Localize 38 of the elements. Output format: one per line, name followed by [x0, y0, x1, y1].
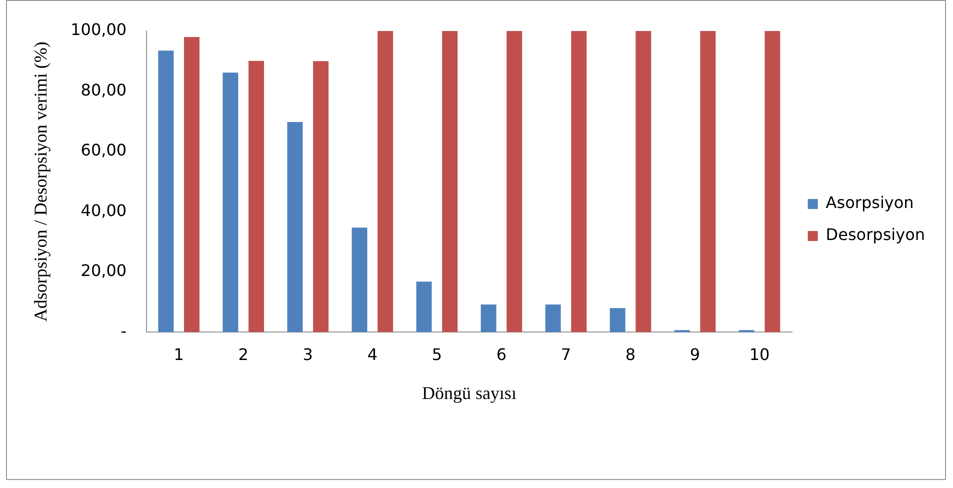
bar — [248, 60, 264, 332]
y-axis-title: Adsorpsiyon / Desorpsiyon verimi (%) — [30, 42, 51, 322]
y-tick-label: 60,00 — [80, 140, 127, 160]
bar — [416, 282, 432, 332]
bar — [313, 61, 329, 332]
bar — [764, 31, 780, 332]
x-axis-title: Döngü sayısı — [422, 382, 516, 403]
bar — [700, 31, 716, 332]
x-tick-label: 4 — [367, 344, 378, 364]
bar — [287, 122, 303, 332]
bar — [545, 304, 561, 332]
y-tick-label: 100,00 — [70, 20, 127, 40]
x-tick-label: 8 — [625, 344, 636, 364]
x-tick-label: 6 — [496, 344, 507, 364]
y-tick-label: 80,00 — [80, 80, 127, 100]
y-tick-label: 40,00 — [80, 200, 127, 220]
y-tick-label: 20,00 — [80, 261, 127, 280]
legend-label: Asorpsiyon — [826, 193, 914, 212]
bar — [610, 308, 626, 332]
legend-label: Desorpsiyon — [826, 225, 925, 244]
bar — [184, 37, 200, 332]
bar — [636, 31, 652, 332]
bar — [352, 228, 368, 332]
bar — [442, 31, 458, 332]
x-tick-label: 9 — [690, 344, 700, 364]
y-tick-label: - — [120, 321, 127, 340]
bar — [222, 72, 238, 332]
bar — [506, 31, 522, 332]
x-tick-label: 3 — [302, 344, 313, 364]
bar — [158, 50, 174, 332]
x-tick-label: 5 — [432, 344, 442, 364]
x-tick-label: 2 — [238, 344, 248, 364]
x-tick-label: 10 — [749, 344, 770, 364]
bar — [571, 31, 587, 332]
x-tick-label: 1 — [174, 344, 184, 364]
bar — [378, 31, 394, 332]
x-tick-label: 7 — [560, 344, 572, 364]
bar — [480, 304, 496, 332]
